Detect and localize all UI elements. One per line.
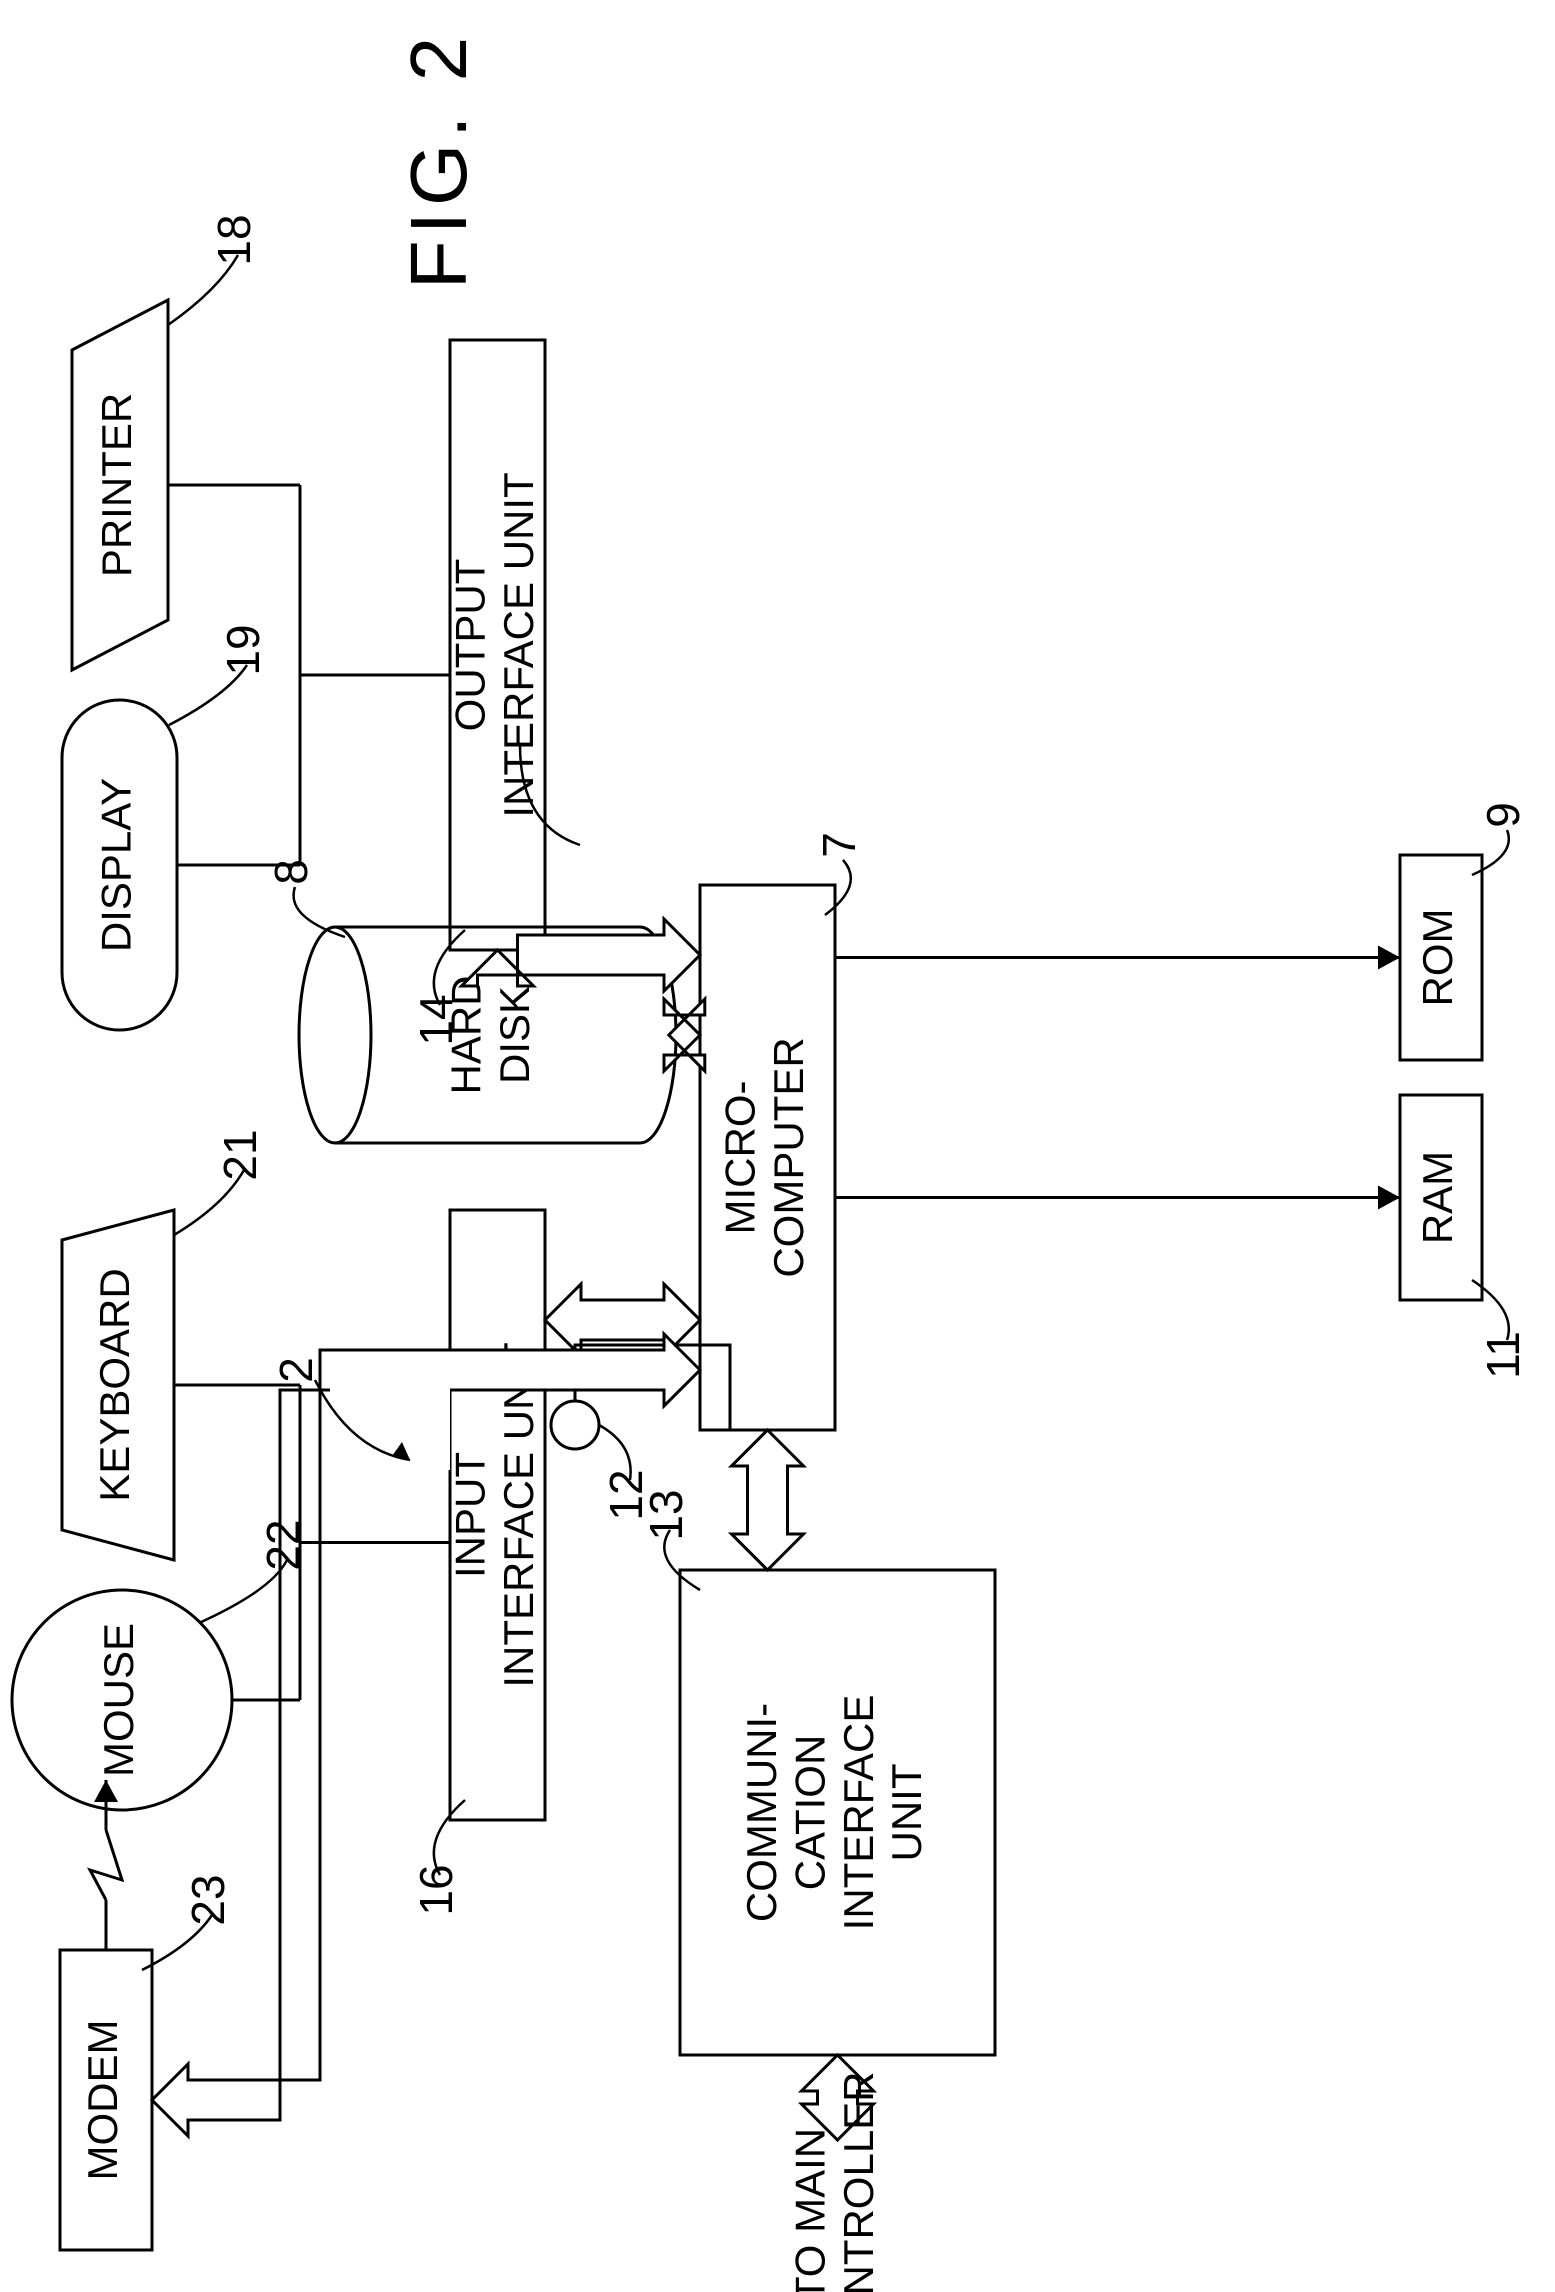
ref-number: 12 (600, 1469, 652, 1520)
svg-text:KEYBOARD: KEYBOARD (91, 1268, 138, 1501)
ref-number: 21 (214, 1129, 266, 1180)
svg-text:DISK: DISK (491, 986, 538, 1084)
svg-text:MOUSE: MOUSE (95, 1623, 142, 1777)
ref-number: 2 (270, 1357, 322, 1383)
svg-text:UNIT: UNIT (883, 1764, 930, 1862)
svg-text:DISPLAY: DISPLAY (93, 778, 140, 952)
ref-number: 22 (257, 1519, 309, 1570)
ref-number: 18 (208, 214, 260, 265)
svg-text:MICRO-: MICRO- (716, 1081, 763, 1235)
svg-text:CATION: CATION (786, 1735, 833, 1891)
ref-number: 9 (1477, 802, 1529, 828)
svg-text:INTERFACE UNIT: INTERFACE UNIT (495, 1342, 542, 1687)
ref-number: 7 (813, 832, 865, 858)
block-diagram: FIG. 2MICRO-COMPUTERCOMMUNI-CATIONINTERF… (0, 0, 1555, 2292)
ref-number: 23 (182, 1874, 234, 1925)
svg-text:PRINTER: PRINTER (93, 393, 140, 577)
ref-number: 16 (410, 1864, 462, 1915)
svg-text:COMMUNI-: COMMUNI- (738, 1703, 785, 1922)
figure-title: FIG. 2 (394, 31, 483, 289)
svg-text:OUTPUT: OUTPUT (446, 559, 493, 732)
svg-text:TO MAIN: TO MAIN (786, 2128, 833, 2292)
ref-number: 14 (410, 994, 462, 1045)
svg-text:INTERFACE UNIT: INTERFACE UNIT (495, 472, 542, 817)
ref-number: 11 (1477, 1331, 1529, 1379)
svg-text:CONTROLLER: CONTROLLER (835, 2071, 882, 2292)
svg-text:INTERFACE: INTERFACE (835, 1695, 882, 1931)
svg-text:INPUT: INPUT (446, 1452, 493, 1578)
ref-number: 19 (217, 624, 269, 675)
svg-text:RAM: RAM (1414, 1151, 1461, 1244)
svg-text:ROM: ROM (1414, 909, 1461, 1007)
svg-text:MODEM: MODEM (79, 2020, 126, 2181)
ref-number: 8 (265, 859, 317, 885)
svg-text:COMPUTER: COMPUTER (765, 1037, 812, 1277)
